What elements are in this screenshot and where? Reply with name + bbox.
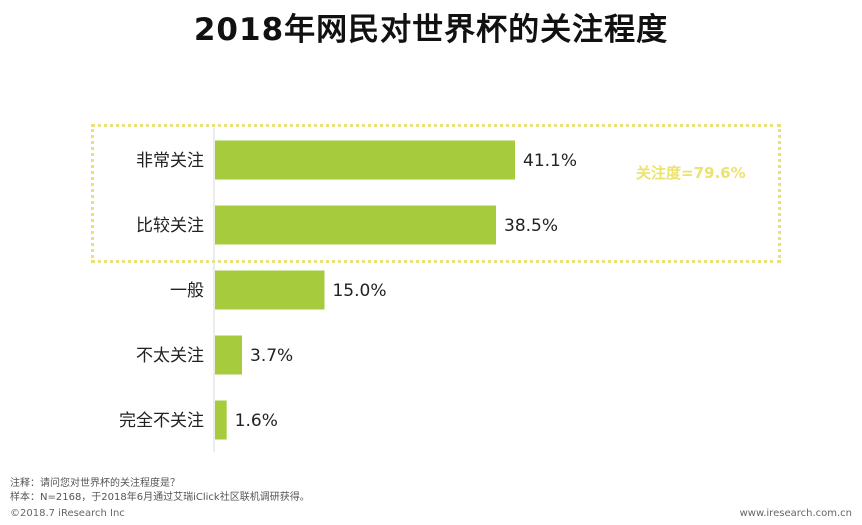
data-label: 38.5% — [504, 216, 558, 236]
website: www.iresearch.com.cn — [739, 508, 852, 519]
bar — [215, 335, 243, 375]
data-label: 41.1% — [523, 151, 577, 171]
category-label: 比较关注 — [136, 216, 204, 236]
category-label: 一般 — [170, 281, 204, 301]
bar-chart: 非常关注 41.1% 比较关注 38.5% 一般 15.0% 不太关注 3.7% 完全不关注 1.… — [119, 128, 577, 452]
footnote: 注释：请问您对世界杯的关注程度是？ — [10, 478, 180, 489]
category-label: 完全不关注 — [119, 411, 204, 431]
category-label: 非常关注 — [136, 151, 204, 171]
highlight-annotation: 关注度=79.6% — [636, 164, 746, 182]
bar — [215, 270, 325, 310]
chart-title: 2018年网民对世界杯的关注程度 — [193, 12, 669, 48]
category-label: 不太关注 — [136, 346, 204, 366]
data-label: 3.7% — [250, 346, 293, 366]
copyright: ©2018.7 iResearch Inc — [10, 508, 125, 519]
bar — [215, 205, 497, 245]
data-label: 15.0% — [332, 281, 386, 301]
highlight-box — [91, 124, 781, 263]
bar — [215, 400, 227, 440]
bar — [215, 140, 515, 180]
data-label: 1.6% — [235, 411, 278, 431]
sample-note: 样本：N=2168，于2018年6月通过艾瑞iClick社区联机调研获得。 — [10, 492, 310, 503]
